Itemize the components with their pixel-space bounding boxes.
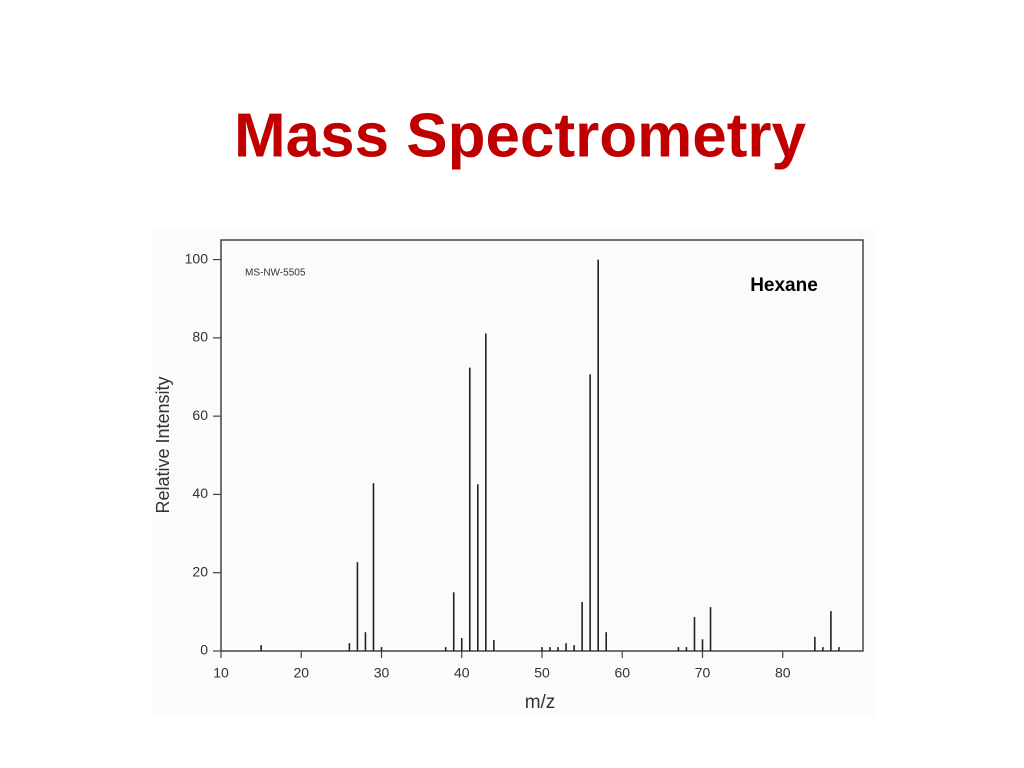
chart-background bbox=[153, 230, 875, 716]
x-axis-label: m/z bbox=[525, 692, 556, 713]
y-tick-label: 80 bbox=[192, 329, 208, 345]
x-tick-label: 60 bbox=[614, 665, 630, 681]
x-tick-label: 10 bbox=[213, 665, 229, 681]
y-tick-label: 20 bbox=[192, 563, 208, 579]
x-tick-label: 30 bbox=[374, 665, 390, 681]
x-tick-label: 50 bbox=[534, 665, 550, 681]
y-axis-label: Relative Intensity bbox=[153, 376, 173, 513]
slide-title: Mass Spectrometry bbox=[234, 101, 807, 170]
y-tick-label: 0 bbox=[200, 642, 208, 658]
x-tick-label: 80 bbox=[775, 665, 791, 681]
x-tick-label: 40 bbox=[454, 665, 470, 681]
x-tick-label: 20 bbox=[293, 665, 309, 681]
y-tick-label: 60 bbox=[192, 407, 208, 423]
y-tick-label: 100 bbox=[185, 250, 209, 266]
spectrum-code: MS-NW-5505 bbox=[245, 268, 306, 279]
y-tick-label: 40 bbox=[192, 485, 208, 501]
x-tick-label: 70 bbox=[695, 665, 711, 681]
compound-label: Hexane bbox=[750, 275, 818, 296]
